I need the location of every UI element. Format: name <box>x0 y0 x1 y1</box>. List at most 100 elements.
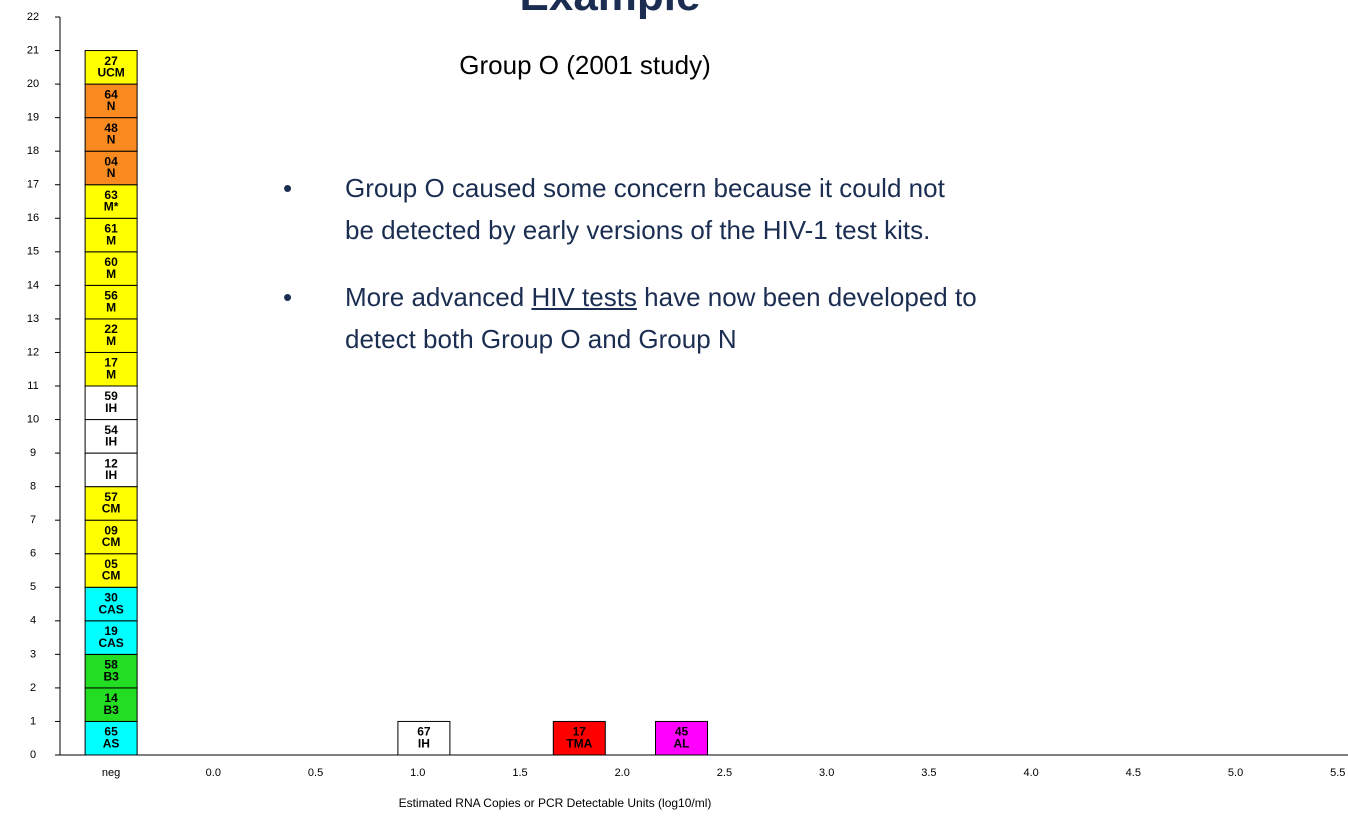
box <box>84 50 138 85</box>
box-id: 54 <box>104 423 118 437</box>
y-tick-label: 9 <box>30 447 36 459</box>
x-tick-label: 5.5 <box>1330 767 1345 779</box>
box-id: 14 <box>104 691 118 705</box>
x-tick-label: 4.5 <box>1126 767 1141 779</box>
bullet-line: be detected by early versions of the HIV… <box>345 209 945 251</box>
y-tick-label: 13 <box>27 313 39 325</box>
y-tick-label: 12 <box>27 346 39 358</box>
box-id: 22 <box>104 322 118 336</box>
y-tick-label: 2 <box>30 682 36 694</box>
x-tick-label: 1.0 <box>410 767 425 779</box>
box-assay: TMA <box>566 736 592 750</box>
y-tick-label: 16 <box>27 212 39 224</box>
box-assay: IH <box>105 401 117 415</box>
box-id: 64 <box>104 87 118 101</box>
x-tick-label: 4.0 <box>1023 767 1038 779</box>
x-tick-label: 5.0 <box>1228 767 1243 779</box>
box <box>84 486 138 521</box>
box-assay: CM <box>102 502 121 516</box>
box <box>552 720 606 756</box>
box <box>84 419 138 454</box>
y-tick-label: 14 <box>27 279 39 291</box>
box-id: 59 <box>104 389 118 403</box>
box <box>84 586 138 622</box>
y-tick-label: 22 <box>27 11 39 23</box>
box-assay: B3 <box>103 669 119 683</box>
box <box>655 720 709 756</box>
box-assay: M <box>106 267 116 281</box>
box-assay: N <box>107 99 116 113</box>
y-tick-label: 21 <box>27 44 39 56</box>
box-assay: M <box>106 300 116 314</box>
text: detect both Group O and Group N <box>345 324 737 354</box>
box-id: 45 <box>675 725 689 739</box>
x-tick-label: 1.5 <box>512 767 527 779</box>
y-tick-label: 4 <box>30 615 36 627</box>
text: Group O caused some concern because it c… <box>345 173 945 203</box>
y-tick-label: 8 <box>30 481 36 493</box>
box-assay: CAS <box>98 636 123 650</box>
box <box>84 284 138 320</box>
box-assay: N <box>107 133 116 147</box>
box <box>84 251 138 286</box>
x-tick-label: 3.5 <box>921 767 936 779</box>
y-tick-label: 1 <box>30 715 36 727</box>
link[interactable]: HIV tests <box>531 282 637 312</box>
x-tick-label: 3.0 <box>819 767 834 779</box>
y-tick-label: 10 <box>27 413 39 425</box>
text: More advanced <box>345 282 532 312</box>
box-id: 65 <box>104 725 118 739</box>
y-tick-label: 15 <box>27 246 39 258</box>
box-assay: UCM <box>97 66 124 80</box>
box-assay: AL <box>674 736 690 750</box>
box-id: 63 <box>104 188 118 202</box>
box-id: 17 <box>104 356 118 370</box>
x-axis-label: Estimated RNA Copies or PCR Detectable U… <box>399 796 712 810</box>
bullet-dot: • <box>283 282 293 312</box>
box <box>397 720 451 756</box>
box <box>84 117 138 152</box>
box-id: 57 <box>104 490 118 504</box>
box-id: 67 <box>417 725 431 739</box>
y-tick-label: 18 <box>27 145 39 157</box>
box-id: 05 <box>104 557 118 571</box>
box-id: 58 <box>104 658 118 672</box>
box <box>84 83 138 119</box>
text: have now been developed to <box>636 282 977 312</box>
bullet-dot: • <box>283 173 293 203</box>
box <box>84 150 138 186</box>
box-assay: M <box>106 367 116 381</box>
x-tick-label: 0.5 <box>308 767 323 779</box>
slide-title: Example <box>520 0 701 20</box>
text: be detected by early versions of the HIV… <box>345 215 931 245</box>
y-tick-label: 19 <box>27 112 39 124</box>
box <box>84 217 138 253</box>
box-assay: N <box>107 166 116 180</box>
y-tick-label: 11 <box>27 380 38 392</box>
bullet-line: Group O caused some concern because it c… <box>345 167 945 209</box>
x-tick-label: 2.0 <box>615 767 630 779</box>
y-tick-label: 17 <box>27 179 39 191</box>
box-id: 27 <box>104 54 118 68</box>
box-assay: M* <box>104 200 119 214</box>
box-id: 19 <box>104 624 118 638</box>
bullet-text: Group O caused some concern because it c… <box>345 167 945 251</box>
box-id: 30 <box>104 591 118 605</box>
box-id: 09 <box>104 523 118 537</box>
box-id: 61 <box>104 222 118 236</box>
box-assay: M <box>106 233 116 247</box>
box-id: 48 <box>104 121 118 135</box>
box-assay: CAS <box>98 602 123 616</box>
box-assay: M <box>106 334 116 348</box>
box-id: 04 <box>104 154 118 168</box>
box-assay: AS <box>103 736 120 750</box>
box-assay: B3 <box>103 703 119 717</box>
box-assay: CM <box>102 535 121 549</box>
bullet-text: More advanced HIV tests have now been de… <box>345 276 977 360</box>
y-tick-label: 5 <box>30 581 36 593</box>
slide-subtitle: Group O (2001 study) <box>459 50 710 80</box>
box-assay: CM <box>102 569 121 583</box>
y-tick-label: 6 <box>30 548 36 560</box>
y-tick-label: 20 <box>27 78 39 90</box>
